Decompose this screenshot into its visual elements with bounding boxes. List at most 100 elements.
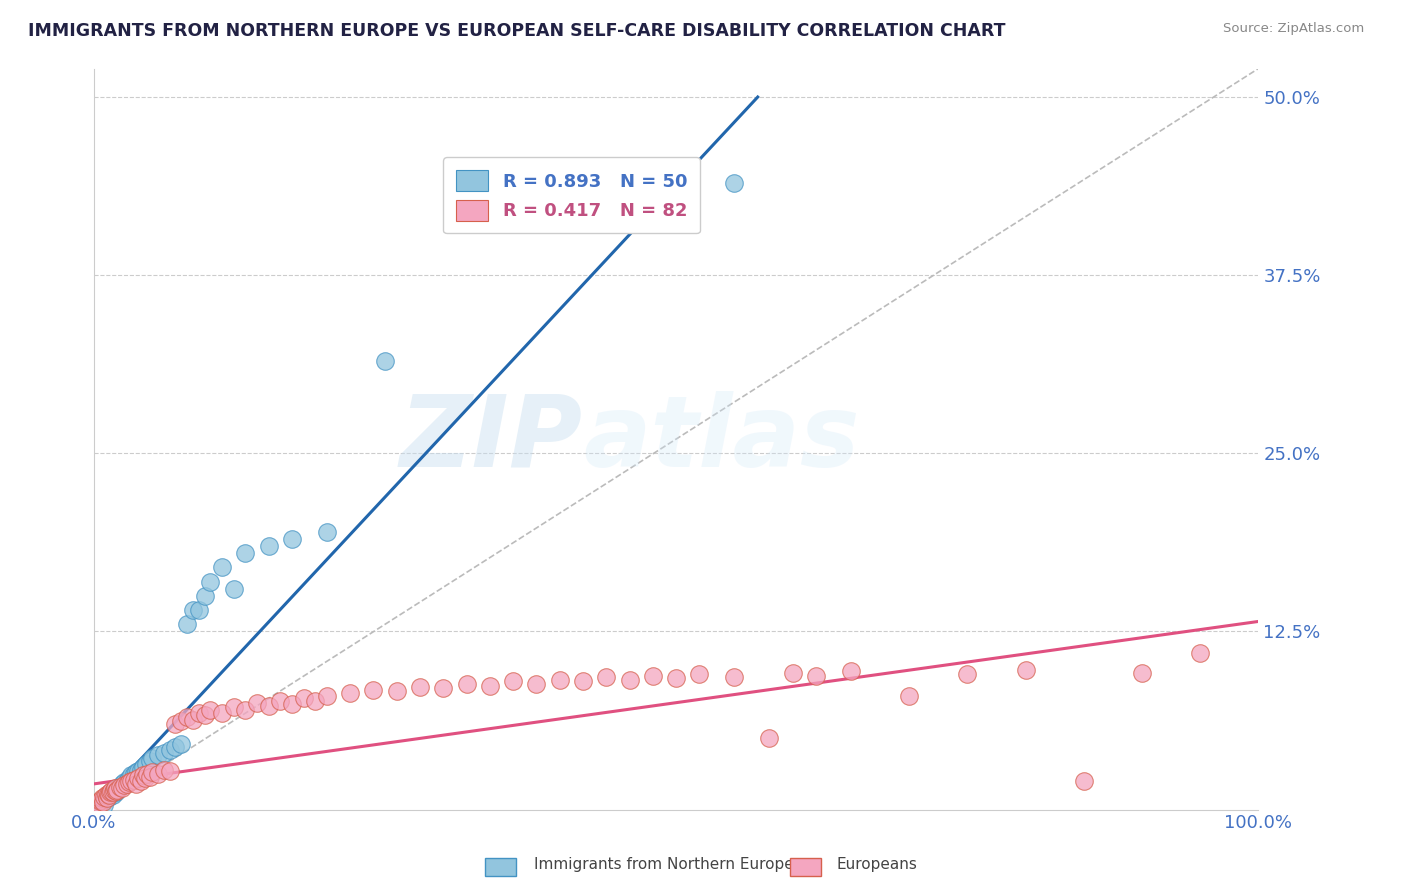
Point bbox=[689, 667, 711, 681]
Point bbox=[281, 697, 304, 711]
Point bbox=[374, 353, 396, 368]
Point bbox=[118, 775, 141, 789]
Text: Immigrants from Northern Europe: Immigrants from Northern Europe bbox=[534, 857, 794, 872]
Point bbox=[200, 574, 222, 589]
Point bbox=[93, 798, 115, 813]
Point bbox=[98, 787, 121, 801]
Point bbox=[118, 771, 141, 785]
Point bbox=[94, 789, 117, 803]
Point bbox=[193, 589, 215, 603]
Point bbox=[222, 700, 245, 714]
Text: Europeans: Europeans bbox=[837, 857, 918, 872]
Point bbox=[125, 777, 148, 791]
Point bbox=[246, 696, 269, 710]
Point bbox=[139, 754, 162, 768]
Point bbox=[132, 768, 155, 782]
Point bbox=[112, 775, 135, 789]
Point bbox=[723, 176, 745, 190]
Point bbox=[758, 731, 780, 746]
Point bbox=[165, 717, 187, 731]
Point bbox=[211, 706, 233, 720]
Point bbox=[572, 674, 595, 689]
Point bbox=[91, 796, 114, 810]
Text: ZIP: ZIP bbox=[401, 391, 583, 488]
Point bbox=[409, 680, 432, 694]
Point bbox=[339, 686, 361, 700]
Point bbox=[108, 780, 131, 794]
Point bbox=[141, 765, 163, 780]
Point bbox=[723, 670, 745, 684]
Point bbox=[898, 689, 921, 703]
Point bbox=[93, 789, 115, 804]
Point bbox=[89, 794, 111, 808]
Point bbox=[115, 777, 138, 791]
Point bbox=[665, 672, 688, 686]
Point bbox=[257, 698, 280, 713]
Legend: R = 0.893   N = 50, R = 0.417   N = 82: R = 0.893 N = 50, R = 0.417 N = 82 bbox=[443, 158, 700, 234]
Point bbox=[956, 667, 979, 681]
Point bbox=[122, 772, 145, 787]
Point bbox=[269, 694, 291, 708]
Point bbox=[304, 694, 326, 708]
Point bbox=[100, 785, 122, 799]
Point bbox=[135, 756, 157, 771]
Point bbox=[315, 524, 337, 539]
Point bbox=[159, 764, 181, 778]
Point bbox=[90, 796, 112, 810]
Point bbox=[181, 603, 204, 617]
Point bbox=[122, 767, 145, 781]
Point bbox=[125, 765, 148, 780]
Point bbox=[120, 768, 142, 782]
Point bbox=[146, 748, 169, 763]
Point bbox=[120, 774, 142, 789]
Point bbox=[89, 797, 111, 811]
Point bbox=[87, 797, 110, 811]
Point bbox=[153, 746, 176, 760]
Point bbox=[281, 532, 304, 546]
Point bbox=[127, 771, 149, 785]
Point bbox=[91, 791, 114, 805]
Point bbox=[170, 714, 193, 729]
Point bbox=[176, 617, 198, 632]
Point bbox=[105, 784, 128, 798]
Point bbox=[127, 764, 149, 778]
Point bbox=[111, 781, 134, 796]
Point bbox=[641, 668, 664, 682]
Point bbox=[112, 778, 135, 792]
Point bbox=[211, 560, 233, 574]
Point bbox=[153, 763, 176, 777]
Point bbox=[104, 781, 127, 796]
Point bbox=[103, 784, 125, 798]
Point bbox=[385, 684, 408, 698]
Point bbox=[105, 782, 128, 797]
Point bbox=[90, 792, 112, 806]
Point bbox=[233, 546, 256, 560]
Point bbox=[98, 789, 121, 804]
Point bbox=[1189, 646, 1212, 660]
Point bbox=[782, 665, 804, 680]
Point bbox=[1014, 663, 1036, 677]
Point bbox=[526, 677, 548, 691]
Point bbox=[98, 785, 121, 799]
Point bbox=[97, 787, 120, 801]
Point bbox=[292, 691, 315, 706]
Point bbox=[87, 798, 110, 813]
Point bbox=[101, 789, 124, 803]
Point bbox=[132, 760, 155, 774]
Point bbox=[363, 682, 385, 697]
Point bbox=[111, 777, 134, 791]
Point bbox=[315, 689, 337, 703]
Point bbox=[91, 794, 114, 808]
Point bbox=[136, 767, 159, 781]
Point bbox=[115, 774, 138, 789]
Point bbox=[91, 792, 114, 806]
Point bbox=[94, 791, 117, 805]
Point bbox=[103, 782, 125, 797]
Point bbox=[101, 785, 124, 799]
Point bbox=[129, 763, 152, 777]
Point bbox=[97, 789, 120, 803]
Point bbox=[181, 713, 204, 727]
Text: atlas: atlas bbox=[583, 391, 859, 488]
Point bbox=[257, 539, 280, 553]
Point bbox=[1130, 665, 1153, 680]
